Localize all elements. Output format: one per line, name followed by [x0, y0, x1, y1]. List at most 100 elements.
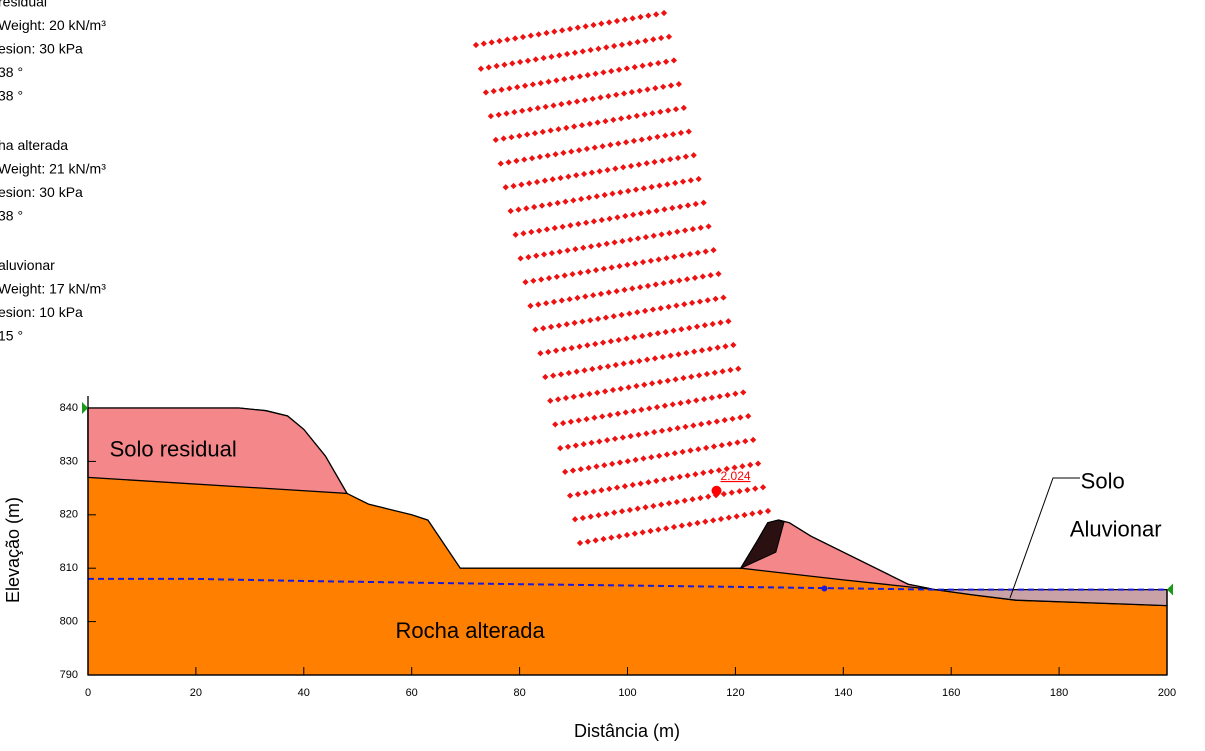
- grid-center: [670, 327, 677, 334]
- grid-center: [633, 382, 640, 390]
- grid-center: [677, 203, 684, 210]
- grid-center: [620, 90, 628, 97]
- grid-center: [552, 151, 559, 158]
- grid-center: [492, 136, 499, 143]
- grid-center: [626, 40, 633, 47]
- grid-center: [659, 157, 666, 164]
- grid-center: [513, 157, 520, 165]
- grid-center: [640, 185, 647, 192]
- grid-center: [682, 423, 689, 430]
- grid-center: [665, 303, 672, 311]
- grid-center: [685, 398, 692, 405]
- material-legend-text: 38 °: [0, 208, 23, 224]
- grid-center: [553, 77, 560, 84]
- grid-center: [498, 86, 505, 93]
- grid-center: [643, 430, 650, 437]
- grid-center: [619, 237, 626, 245]
- grid-center: [646, 331, 654, 338]
- grid-center: [537, 350, 544, 357]
- grid-center: [488, 39, 495, 46]
- grid-center: [615, 140, 622, 147]
- grid-center: [602, 388, 609, 395]
- grid-center: [750, 436, 757, 443]
- grid-center: [614, 410, 622, 417]
- grid-center: [693, 397, 700, 404]
- grid-center: [615, 336, 622, 344]
- grid-center: [606, 485, 613, 493]
- grid-center: [587, 46, 594, 54]
- grid-center: [664, 181, 671, 188]
- grid-center: [715, 270, 722, 277]
- grid-center: [602, 118, 609, 125]
- grid-center: [701, 322, 708, 329]
- grid-center: [660, 83, 667, 90]
- grid-center: [611, 239, 618, 246]
- grid-center: [587, 513, 594, 520]
- grid-center: [725, 318, 732, 325]
- grid-center: [645, 12, 652, 19]
- grid-center: [687, 177, 694, 184]
- grid-center: [580, 441, 587, 448]
- grid-center: [624, 261, 631, 268]
- grid-center: [672, 376, 679, 383]
- x-tick-label: 20: [190, 687, 202, 699]
- grid-center: [572, 245, 579, 253]
- water-marker: [821, 585, 828, 592]
- grid-center: [604, 437, 611, 444]
- grid-center: [570, 393, 577, 400]
- grid-center: [586, 120, 593, 127]
- grid-center: [737, 414, 744, 421]
- grid-center: [708, 394, 716, 401]
- grid-center: [592, 267, 600, 274]
- grid-center: [642, 504, 649, 511]
- grid-center: [710, 443, 718, 450]
- grid-center: [610, 116, 617, 123]
- grid-center: [557, 445, 564, 452]
- grid-center: [562, 198, 569, 205]
- grid-center: [563, 124, 570, 131]
- grid-center: [597, 364, 604, 371]
- grid-center: [607, 141, 614, 149]
- grid-center: [528, 228, 535, 236]
- grid-center: [521, 156, 528, 163]
- grid-center: [630, 407, 637, 415]
- grid-center: [696, 298, 704, 305]
- grid-center: [660, 476, 668, 483]
- grid-center: [524, 57, 532, 64]
- grid-center: [555, 126, 562, 133]
- grid-center: [510, 182, 517, 190]
- x-tick-label: 180: [1050, 687, 1068, 699]
- grid-center: [578, 392, 585, 399]
- grid-center: [605, 93, 612, 100]
- grid-center: [679, 448, 686, 455]
- critical-center: [711, 485, 722, 496]
- grid-center: [691, 274, 699, 281]
- x-tick-label: 120: [726, 687, 744, 699]
- grid-center: [527, 32, 534, 39]
- grid-center: [686, 324, 693, 332]
- grid-center: [757, 509, 764, 516]
- grid-center: [653, 207, 660, 214]
- grid-center: [623, 531, 631, 539]
- grid-center: [744, 486, 751, 494]
- grid-center: [542, 103, 549, 110]
- grid-center: [622, 139, 630, 146]
- grid-center: [653, 403, 661, 411]
- grid-center: [487, 113, 494, 120]
- grid-center: [544, 152, 551, 159]
- grid-center: [594, 315, 602, 323]
- grid-center: [504, 36, 511, 43]
- grid-center: [532, 56, 539, 63]
- grid-center: [615, 66, 623, 73]
- grid-center: [517, 58, 524, 66]
- y-tick-label: 810: [60, 562, 78, 574]
- grid-center: [634, 505, 641, 512]
- grid-center: [683, 349, 690, 357]
- grid-center: [523, 205, 530, 212]
- grid-center: [550, 298, 558, 305]
- grid-center: [678, 326, 685, 333]
- grid-center: [650, 232, 657, 239]
- grid-center: [559, 27, 566, 34]
